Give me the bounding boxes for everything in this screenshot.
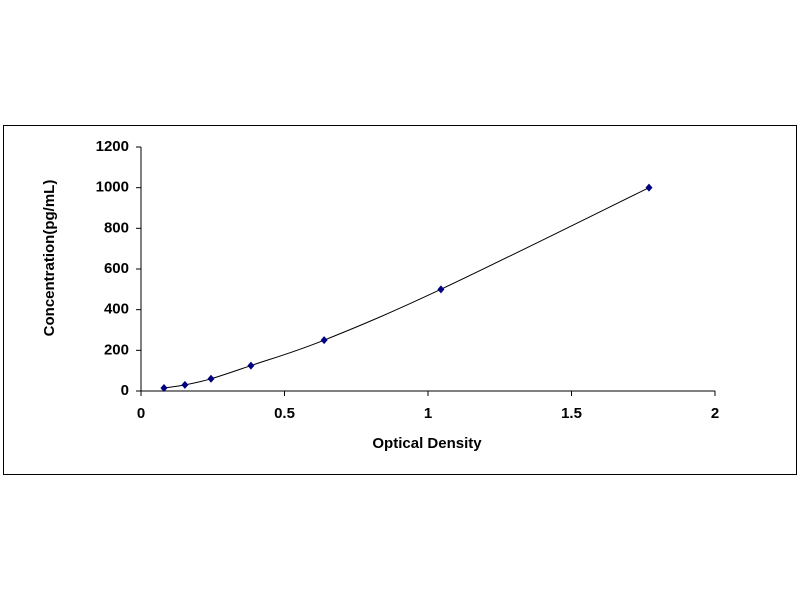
y-tick-label: 800 [104, 219, 129, 236]
data-point [207, 374, 215, 383]
data-point [320, 336, 328, 345]
x-axis-label: Optical Density [372, 435, 482, 452]
x-tick-label: 1.5 [561, 405, 582, 422]
x-tick-label: 0 [137, 405, 145, 422]
y-tick-label: 200 [104, 341, 129, 358]
y-axis-label: Concentration(pg/mL) [41, 180, 58, 337]
y-tick-label: 600 [104, 260, 129, 277]
curve [163, 187, 650, 389]
data-point [645, 183, 653, 192]
data-point [437, 285, 445, 294]
y-tick-label: 1200 [96, 138, 129, 155]
y-tick-label: 400 [104, 301, 129, 318]
x-tick-label: 2 [711, 405, 719, 422]
data-point [247, 361, 255, 370]
y-tick-label: 0 [121, 382, 129, 399]
data-point [181, 380, 189, 389]
data-point [160, 383, 168, 392]
chart-frame [3, 125, 797, 475]
x-tick-label: 0.5 [274, 405, 295, 422]
x-tick-label: 1 [424, 405, 432, 422]
y-tick-label: 1000 [96, 179, 129, 196]
